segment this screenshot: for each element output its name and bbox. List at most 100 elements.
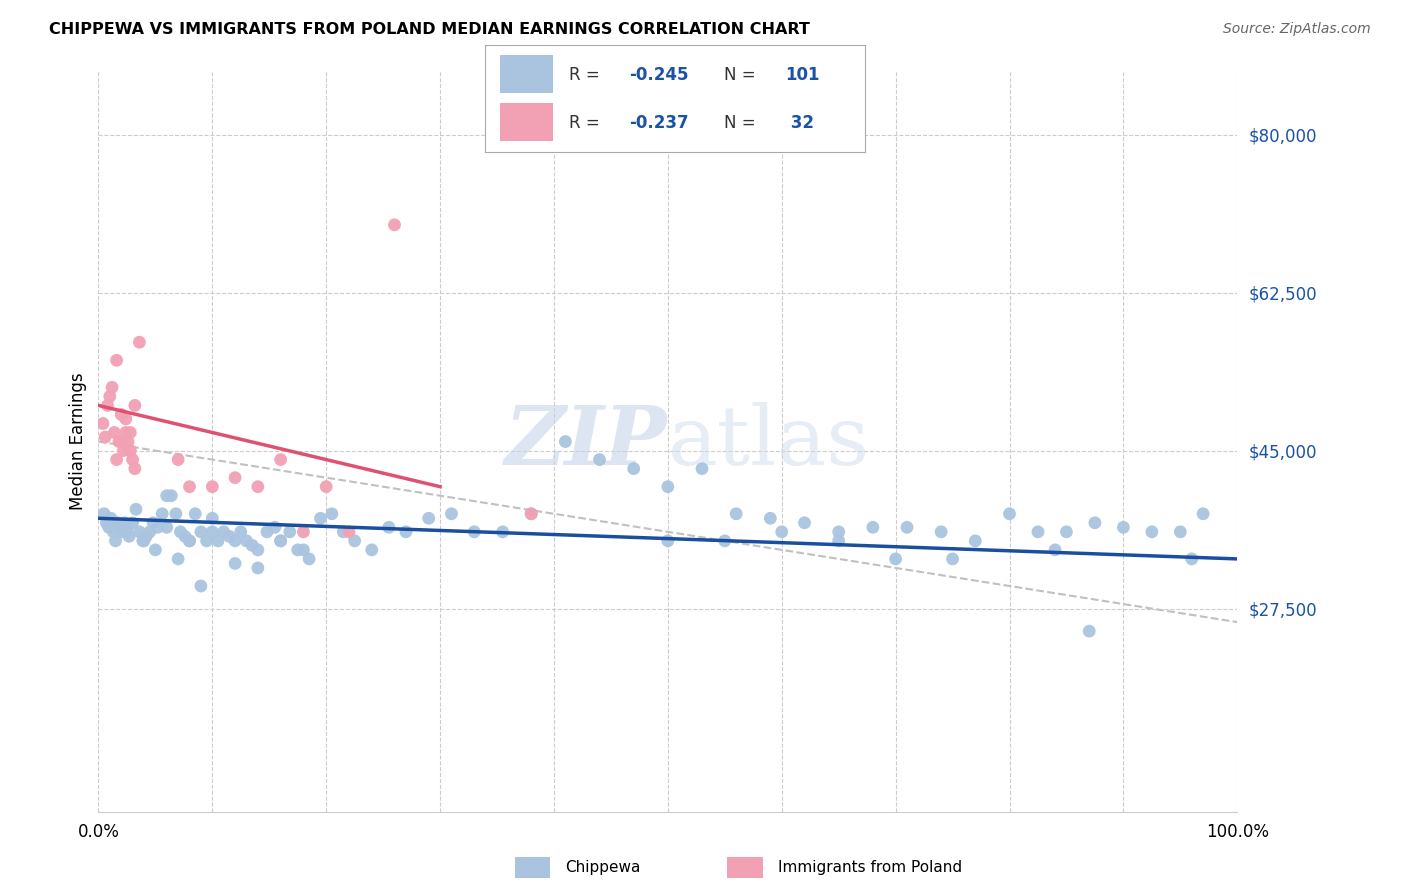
Point (94, 430, 117, 444)
Point (103, 425, 125, 440)
Point (1140, 524, 1163, 539)
Point (1084, 516, 1107, 530)
Point (167, 452, 190, 467)
Point (114, 412, 136, 426)
Text: -0.245: -0.245 (630, 66, 689, 84)
Point (395, 524, 418, 539)
Point (135, 529, 157, 543)
Point (828, 533, 851, 548)
Point (121, 452, 143, 467)
Point (114, 425, 136, 440)
Point (1112, 520, 1135, 534)
Point (690, 461, 713, 475)
Point (124, 461, 146, 475)
Point (343, 533, 366, 548)
Point (828, 524, 851, 539)
Point (190, 524, 212, 539)
Point (321, 507, 343, 521)
Point (298, 552, 321, 566)
Point (201, 511, 224, 525)
Text: N =: N = (724, 114, 761, 132)
Point (132, 533, 155, 548)
Point (1054, 524, 1078, 539)
Point (292, 542, 315, 557)
Point (124, 399, 146, 413)
Point (120, 425, 142, 440)
Point (132, 533, 155, 548)
Text: 32: 32 (785, 114, 814, 132)
Point (520, 507, 543, 521)
Point (1181, 552, 1204, 566)
Point (1170, 524, 1192, 539)
Point (246, 561, 269, 575)
Point (759, 511, 782, 525)
Point (97, 520, 120, 534)
Point (256, 524, 278, 539)
Point (492, 524, 515, 539)
Point (93, 507, 115, 521)
Point (105, 353, 128, 368)
Point (588, 452, 610, 467)
Text: atlas: atlas (668, 401, 870, 482)
Point (96, 399, 118, 413)
Point (128, 335, 150, 350)
Point (224, 470, 246, 484)
Point (201, 524, 224, 539)
Point (965, 533, 987, 548)
Text: R =: R = (568, 66, 605, 84)
Point (146, 520, 169, 534)
Point (167, 552, 190, 566)
Point (725, 507, 748, 521)
Text: Chippewa: Chippewa (565, 860, 641, 875)
Point (942, 552, 965, 566)
Point (101, 380, 124, 394)
Point (270, 452, 292, 467)
Point (929, 524, 952, 539)
Point (240, 538, 263, 552)
Point (117, 434, 139, 449)
Point (107, 516, 129, 530)
Bar (515, 857, 550, 878)
Point (1043, 542, 1066, 557)
Text: ZIP: ZIP (505, 401, 668, 482)
Point (270, 533, 292, 548)
Point (1026, 524, 1049, 539)
Point (207, 533, 229, 548)
Point (287, 542, 309, 557)
Point (105, 452, 128, 467)
Point (179, 480, 201, 494)
Point (100, 511, 122, 525)
Point (104, 533, 127, 548)
Point (884, 552, 907, 566)
Point (120, 443, 142, 458)
Point (418, 511, 440, 525)
Point (714, 533, 737, 548)
Point (309, 511, 332, 525)
Point (91, 417, 114, 431)
Point (179, 533, 201, 548)
Point (165, 507, 187, 521)
Point (138, 524, 160, 539)
Point (440, 507, 463, 521)
Point (98, 389, 121, 403)
Point (360, 542, 382, 557)
Point (115, 524, 138, 539)
Point (378, 520, 401, 534)
Point (110, 434, 132, 449)
Text: -0.237: -0.237 (630, 114, 689, 132)
Point (278, 524, 301, 539)
Point (190, 579, 212, 593)
Point (201, 480, 224, 494)
Point (169, 524, 191, 539)
Point (332, 524, 354, 539)
Point (142, 516, 165, 530)
Point (862, 520, 884, 534)
Point (110, 408, 132, 422)
Point (896, 520, 918, 534)
Point (160, 489, 183, 503)
Point (1192, 507, 1215, 521)
Point (337, 524, 360, 539)
Point (218, 529, 240, 543)
FancyBboxPatch shape (501, 103, 554, 141)
Point (108, 520, 131, 534)
